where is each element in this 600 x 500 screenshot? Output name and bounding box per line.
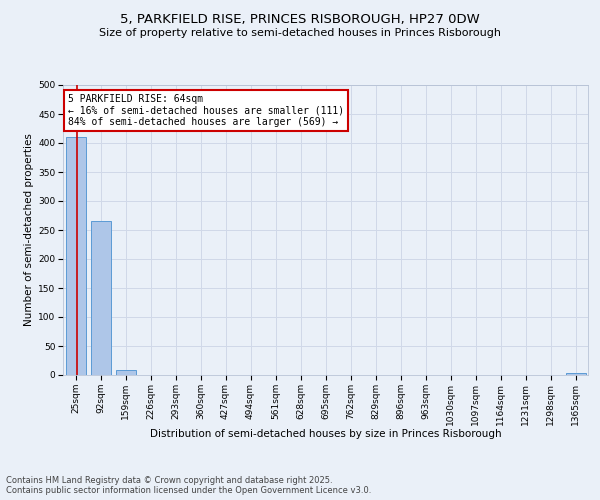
Text: 5, PARKFIELD RISE, PRINCES RISBOROUGH, HP27 0DW: 5, PARKFIELD RISE, PRINCES RISBOROUGH, H…: [120, 12, 480, 26]
Text: 5 PARKFIELD RISE: 64sqm
← 16% of semi-detached houses are smaller (111)
84% of s: 5 PARKFIELD RISE: 64sqm ← 16% of semi-de…: [68, 94, 344, 127]
X-axis label: Distribution of semi-detached houses by size in Princes Risborough: Distribution of semi-detached houses by …: [149, 429, 502, 439]
Bar: [566, 374, 586, 375]
Y-axis label: Number of semi-detached properties: Number of semi-detached properties: [24, 134, 34, 326]
Bar: [91, 222, 110, 375]
Text: Contains HM Land Registry data © Crown copyright and database right 2025.
Contai: Contains HM Land Registry data © Crown c…: [6, 476, 371, 495]
Text: Size of property relative to semi-detached houses in Princes Risborough: Size of property relative to semi-detach…: [99, 28, 501, 38]
Bar: [65, 137, 86, 375]
Bar: [115, 370, 136, 375]
